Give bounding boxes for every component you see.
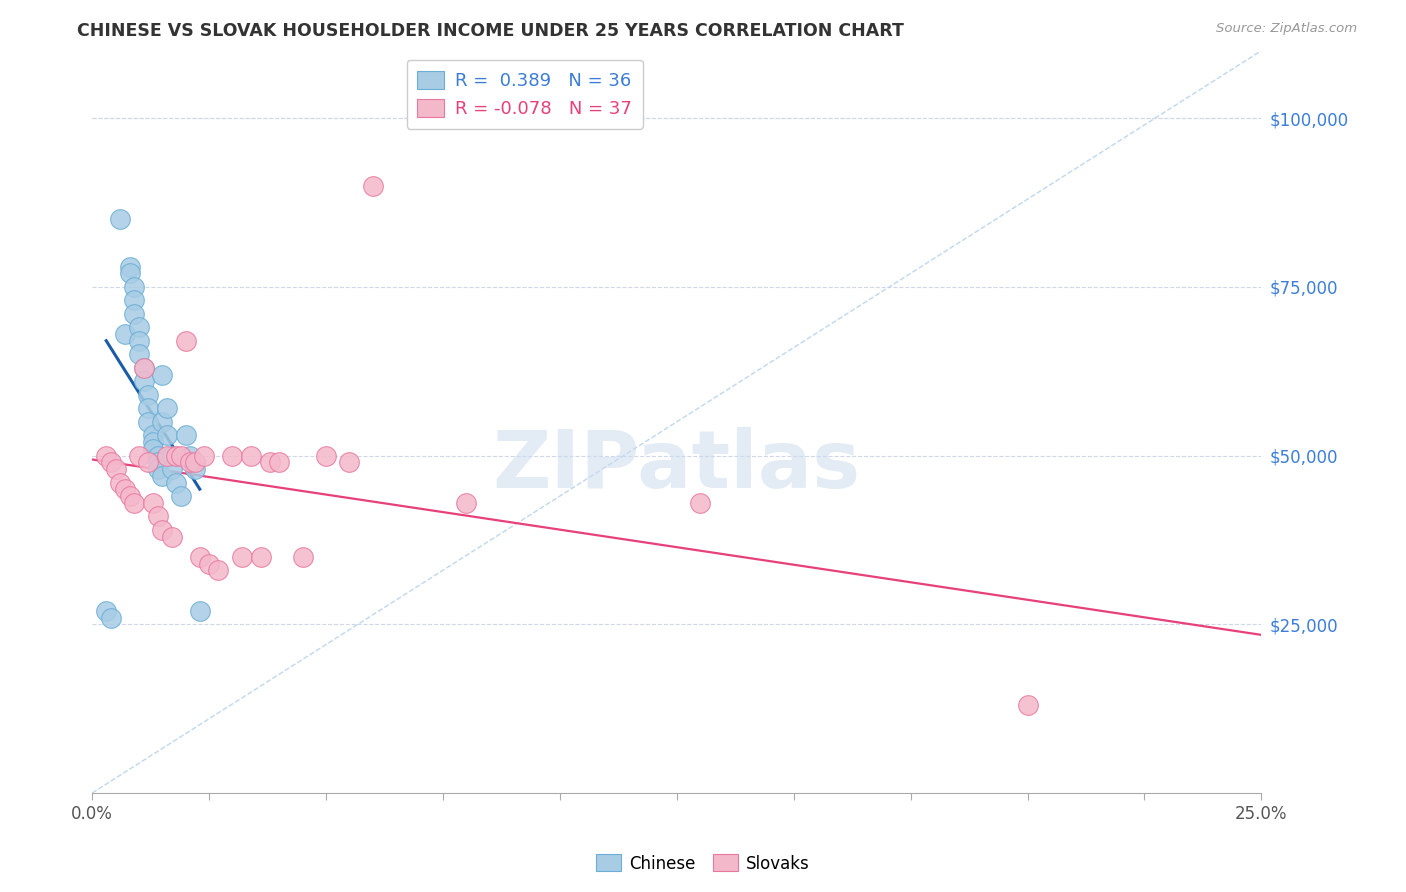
Point [132, 375, 155, 389]
Point [231, 549, 253, 564]
Point [170, 489, 193, 503]
Point [150, 368, 173, 382]
Point [259, 455, 281, 469]
Point [142, 496, 165, 510]
Point [188, 549, 211, 564]
Point [104, 462, 127, 476]
Point [122, 307, 145, 321]
Point [132, 360, 155, 375]
Point [179, 455, 201, 469]
Point [142, 442, 165, 456]
Point [122, 280, 145, 294]
Point [142, 428, 165, 442]
Point [361, 178, 384, 193]
Point [128, 320, 150, 334]
Point [100, 610, 122, 624]
Point [146, 509, 169, 524]
Point [114, 327, 136, 342]
Text: ZIPatlas: ZIPatlas [492, 427, 860, 506]
Point [170, 449, 193, 463]
Point [1017, 698, 1039, 713]
Point [269, 455, 291, 469]
Point [150, 468, 173, 483]
Point [142, 435, 165, 450]
Point [136, 415, 159, 429]
Point [188, 604, 211, 618]
Point [193, 449, 215, 463]
Point [146, 455, 169, 469]
Point [96, 449, 118, 463]
Point [179, 449, 201, 463]
Point [136, 455, 159, 469]
Point [165, 449, 187, 463]
Point [122, 293, 145, 308]
Point [150, 415, 173, 429]
Point [122, 496, 145, 510]
Point [339, 455, 361, 469]
Text: Source: ZipAtlas.com: Source: ZipAtlas.com [1216, 22, 1357, 36]
Point [689, 496, 711, 510]
Point [184, 455, 207, 469]
Point [100, 455, 122, 469]
Point [114, 483, 136, 497]
Point [146, 462, 169, 476]
Point [160, 530, 183, 544]
Point [207, 563, 229, 577]
Point [146, 449, 169, 463]
Point [110, 212, 132, 227]
Point [128, 347, 150, 361]
Point [174, 334, 197, 348]
Text: CHINESE VS SLOVAK HOUSEHOLDER INCOME UNDER 25 YEARS CORRELATION CHART: CHINESE VS SLOVAK HOUSEHOLDER INCOME UND… [77, 22, 904, 40]
Legend: R =  0.389   N = 36, R = -0.078   N = 37: R = 0.389 N = 36, R = -0.078 N = 37 [406, 60, 643, 129]
Point [174, 428, 197, 442]
Point [136, 388, 159, 402]
Point [118, 489, 141, 503]
Point [198, 557, 221, 571]
Point [118, 260, 141, 274]
Point [136, 401, 159, 416]
Point [156, 401, 179, 416]
Point [156, 428, 179, 442]
Point [221, 449, 243, 463]
Point [150, 523, 173, 537]
Point [456, 496, 478, 510]
Point [128, 449, 150, 463]
Point [132, 360, 155, 375]
Point [165, 475, 187, 490]
Point [160, 449, 183, 463]
Point [184, 462, 207, 476]
Point [315, 449, 337, 463]
Point [156, 449, 179, 463]
Point [160, 462, 183, 476]
Point [110, 475, 132, 490]
Point [249, 549, 271, 564]
Point [240, 449, 263, 463]
Point [291, 549, 314, 564]
Point [118, 266, 141, 280]
Point [128, 334, 150, 348]
Legend: Chinese, Slovaks: Chinese, Slovaks [589, 847, 817, 880]
Point [96, 604, 118, 618]
